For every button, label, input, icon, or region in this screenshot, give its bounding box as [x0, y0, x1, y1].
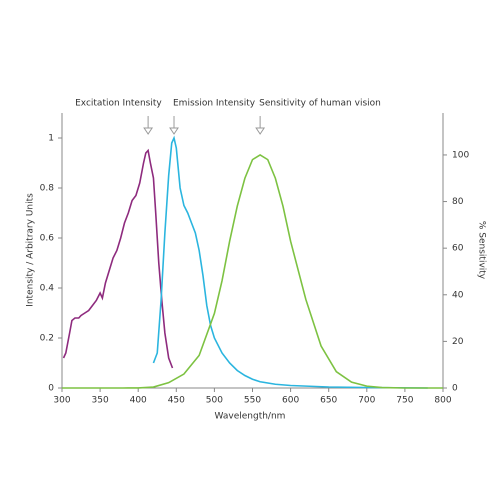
series-line [62, 154, 443, 389]
annotation: Sensitivity of human vision [259, 99, 381, 109]
x-tick-label: 550 [244, 396, 261, 406]
y-tick-label: 0.8 [40, 184, 55, 194]
x-tick-label: 650 [320, 396, 337, 406]
y-tick-label: 0.6 [40, 234, 55, 244]
y2-tick-label: 100 [452, 150, 469, 160]
series-line [152, 135, 428, 389]
x-tick-label: 400 [130, 396, 147, 406]
x-tick-label: 800 [434, 396, 451, 406]
annotation-arrowhead [143, 127, 154, 135]
x-axis-label: Wavelength/nm [215, 412, 286, 422]
y2-tick-label: 60 [452, 244, 464, 254]
x-tick-label: 750 [396, 396, 413, 406]
y-tick-label: 0.2 [40, 334, 54, 344]
y-tick-label: 1 [48, 134, 54, 144]
annotation: Excitation Intensity [75, 99, 162, 109]
series-line [62, 148, 174, 369]
x-tick-label: 700 [358, 396, 375, 406]
y-axis-label: Intensity / Arbitrary Units [26, 193, 36, 307]
y2-tick-label: 40 [452, 290, 464, 300]
y-tick-label: 0 [48, 384, 54, 394]
annotation-arrowhead [169, 127, 179, 135]
y2-axis-label: % Sensitivity [477, 221, 487, 280]
x-tick-label: 600 [282, 396, 299, 406]
y2-tick-label: 0 [452, 384, 458, 394]
y2-tick-label: 80 [452, 197, 464, 207]
annotation-arrowhead [255, 127, 266, 135]
x-tick-label: 500 [206, 396, 223, 406]
y-tick-label: 0.4 [40, 284, 55, 294]
x-tick-label: 300 [53, 396, 70, 406]
x-tick-label: 350 [92, 396, 109, 406]
annotation: Emission Intensity [173, 99, 256, 109]
x-tick-label: 450 [168, 396, 185, 406]
y2-tick-label: 20 [452, 337, 464, 347]
